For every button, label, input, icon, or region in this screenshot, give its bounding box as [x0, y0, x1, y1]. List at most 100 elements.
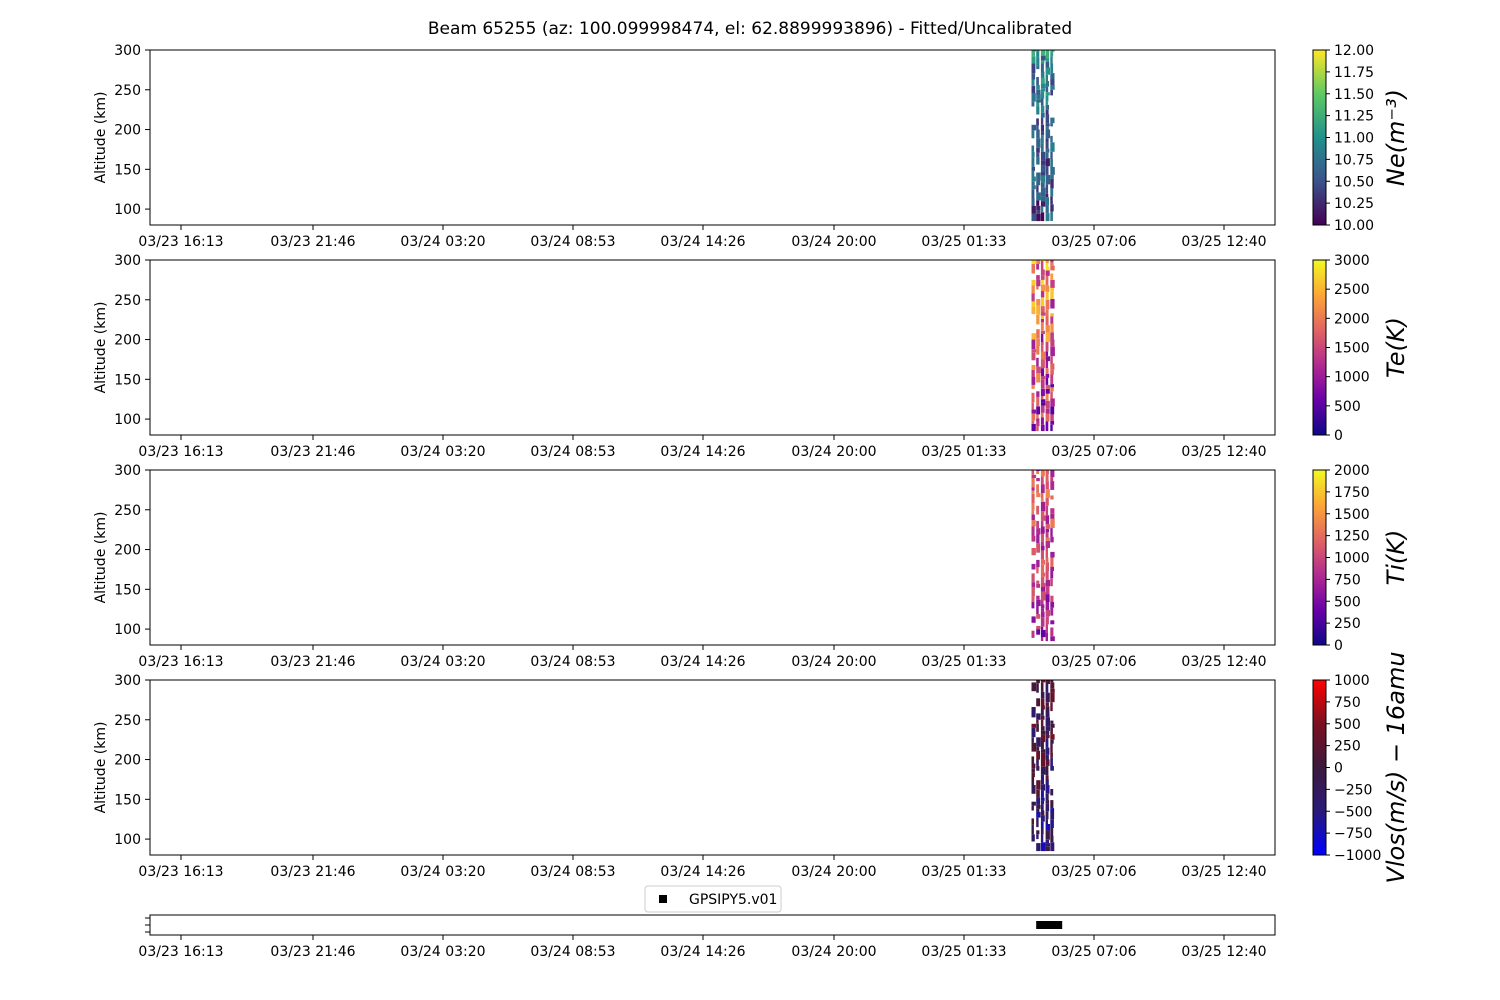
heatmap-cell: [1040, 611, 1045, 618]
x-tick-label: 03/24 03:20: [400, 944, 485, 960]
heatmap-cell: [1045, 481, 1049, 490]
heatmap-cells: [1031, 470, 1055, 642]
heatmap-cell: [1040, 117, 1044, 125]
heatmap-cell: [1040, 604, 1045, 609]
heatmap-cell: [1040, 376, 1046, 380]
heatmap-cell: [1050, 316, 1054, 324]
heatmap-cell: [1031, 707, 1036, 711]
x-tick-label: 03/23 16:13: [138, 944, 223, 960]
heatmap-cell: [1050, 363, 1055, 370]
plot-frame: [149, 679, 1276, 856]
heatmap-cell: [1036, 85, 1040, 90]
heatmap-cell: [1031, 723, 1036, 728]
heatmap-cell: [1050, 789, 1054, 796]
heatmap-cell: [1031, 339, 1036, 349]
heatmap-cell: [1036, 426, 1039, 432]
heatmap-cell: [1045, 413, 1050, 422]
colorbar-tick-label: 10.25: [1334, 196, 1374, 212]
heatmap-cell: [1040, 341, 1044, 346]
heatmap-cell: [1040, 533, 1044, 542]
heatmap-cell: [1036, 118, 1039, 126]
heatmap-cell: [1036, 94, 1041, 100]
heatmap-cell: [1045, 50, 1050, 52]
heatmap-cell: [1031, 805, 1034, 811]
heatmap-cell: [1050, 387, 1054, 392]
heatmap-cell: [1045, 74, 1048, 82]
heatmap-cell: [1050, 384, 1054, 388]
heatmap-cell: [1045, 747, 1050, 755]
heatmap-cell: [1045, 524, 1050, 529]
x-tick-label: 03/25 12:40: [1181, 444, 1266, 460]
colorbar-label: Ne(m⁻³): [1382, 89, 1410, 186]
heatmap-cell: [1040, 88, 1046, 92]
heatmap-cell: [1050, 692, 1055, 703]
heatmap-cell: [1036, 606, 1039, 614]
heatmap-cell: [1045, 148, 1050, 153]
heatmap-cell: [1031, 548, 1036, 556]
heatmap-cell: [1036, 534, 1040, 544]
heatmap-cell: [1040, 526, 1045, 534]
heatmap-cell: [1031, 536, 1036, 542]
heatmap-cell: [1050, 89, 1053, 96]
heatmap-cell: [1036, 366, 1041, 373]
heatmap-cell: [1036, 583, 1041, 588]
heatmap-cell: [1050, 85, 1055, 90]
y-tick-label: 200: [114, 123, 141, 139]
plot-area: [150, 680, 1275, 855]
heatmap-cell: [1050, 123, 1053, 127]
colorbar-tick-label: 500: [1334, 717, 1361, 733]
heatmap-cell: [1036, 185, 1039, 193]
heatmap-cell: [1040, 842, 1046, 852]
colorbar-tick-label: 750: [1334, 572, 1361, 588]
heatmap-cell: [1045, 557, 1049, 563]
heatmap-cell: [1045, 505, 1049, 516]
heatmap-cell: [1036, 737, 1041, 747]
heatmap-cell: [1040, 182, 1045, 188]
heatmap-cell: [1040, 797, 1045, 801]
heatmap-cell: [1036, 275, 1040, 280]
heatmap-cell: [1045, 67, 1050, 75]
x-tick-label: 03/24 14:26: [660, 944, 745, 960]
heatmap-cell: [1050, 682, 1055, 689]
colorbar-tick-label: −250: [1334, 782, 1372, 798]
heatmap-cell: [1050, 835, 1054, 843]
x-tick-label: 03/23 16:13: [138, 234, 223, 250]
heatmap-cell: [1036, 138, 1041, 148]
heatmap-cell: [1050, 262, 1054, 266]
heatmap-cell: [1040, 774, 1044, 785]
heatmap-cell: [1050, 135, 1053, 143]
y-tick-label: 300: [114, 43, 141, 59]
y-tick-label: 200: [114, 333, 141, 349]
x-tick-label: 03/24 08:53: [530, 234, 615, 250]
heatmap-cell: [1036, 314, 1040, 325]
heatmap-cell: [1050, 63, 1054, 73]
heatmap-cell: [1045, 95, 1049, 102]
heatmap-cell: [1050, 481, 1055, 490]
heatmap-cell: [1050, 204, 1054, 212]
x-tick-label: 03/23 21:46: [270, 234, 355, 250]
x-tick-label: 03/24 14:26: [660, 234, 745, 250]
heatmap-cell: [1045, 579, 1051, 587]
heatmap-cell: [1036, 595, 1040, 600]
heatmap-cell: [1036, 373, 1041, 383]
heatmap-cell: [1045, 400, 1050, 409]
heatmap-cell: [1050, 680, 1054, 683]
colorbar-tick-label: 11.25: [1334, 109, 1374, 125]
heatmap-cell: [1040, 730, 1046, 735]
colorbar-tick-label: 10.00: [1334, 218, 1374, 234]
heatmap-cell: [1040, 766, 1046, 775]
heatmap-cell: [1040, 368, 1045, 377]
heatmap-cell: [1031, 756, 1035, 764]
x-tick-label: 03/24 03:20: [400, 444, 485, 460]
colorbar-tick-label: −1000: [1334, 848, 1381, 864]
heatmap-cell: [1040, 583, 1046, 587]
heatmap-cell: [1040, 680, 1046, 683]
heatmap-cell: [1031, 514, 1035, 521]
heatmap-cell: [1050, 620, 1055, 625]
heatmap-cell: [1040, 715, 1045, 720]
heatmap-cell: [1045, 602, 1050, 610]
colorbar-tick-label: 2000: [1334, 463, 1370, 479]
heatmap-cell: [1045, 351, 1049, 357]
heatmap-cell: [1045, 166, 1049, 175]
